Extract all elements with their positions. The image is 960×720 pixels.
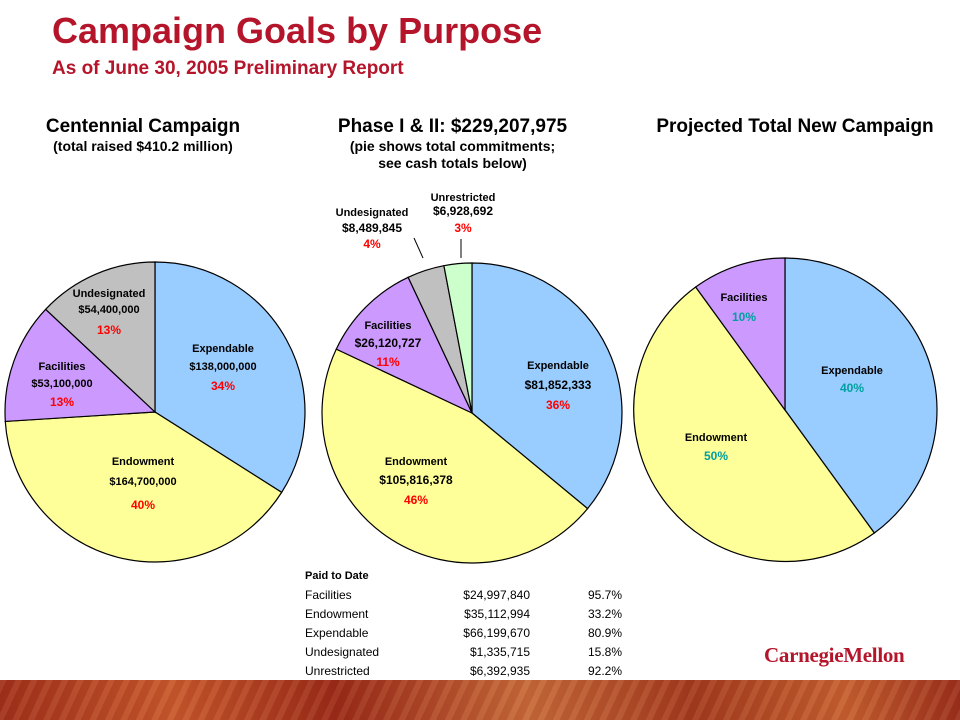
carnegie-mellon-logo: CarnegieMellon xyxy=(764,643,905,667)
pie-label-undesignated-pct: 13% xyxy=(97,323,121,337)
table-row: Unrestricted $6,392,935 92.2% xyxy=(305,661,622,680)
pie-label-facilities-name: Facilities xyxy=(38,361,85,373)
paid-label: Facilities xyxy=(305,587,352,602)
pie-label-undesignated-value: $54,400,000 xyxy=(78,304,139,316)
leader-line xyxy=(413,237,424,259)
table-row: Facilities $24,997,840 95.7% xyxy=(305,585,622,604)
pie-label-expendable-name: Expendable xyxy=(527,360,589,372)
pie-label-facilities-pct: 13% xyxy=(50,395,74,409)
chart-2-heading: Phase I & II: $229,207,975 (pie shows to… xyxy=(300,116,605,172)
pie-slice-unrestricted xyxy=(443,262,473,414)
pie-label-expendable-value: $138,000,000 xyxy=(189,361,256,373)
chart-3-title: Projected Total New Campaign xyxy=(656,116,934,137)
chart-3-heading: Projected Total New Campaign xyxy=(640,116,950,138)
pie-label-undesignated-name: Undesignated xyxy=(336,207,409,219)
pie-label-unrestricted-pct: 3% xyxy=(454,221,472,235)
pie-charts: Expendable $138,000,000 34% Endowment $164,7… xyxy=(4,192,938,564)
paid-amount: $35,112,994 xyxy=(464,606,530,621)
pie-label-facilities-pct: 10% xyxy=(732,310,756,324)
paid-pct: 15.8% xyxy=(587,644,622,659)
table-row: Endowment $35,112,994 33.2% xyxy=(305,604,622,623)
chart-1-subtitle: (total raised $410.2 million) xyxy=(53,138,233,154)
pie-label-facilities-name: Facilities xyxy=(364,320,411,332)
pie-slice-undesignated xyxy=(44,261,156,414)
paid-pct: 92.2% xyxy=(587,663,622,678)
paid-label: Unrestricted xyxy=(305,663,370,678)
paid-amount: $1,335,715 xyxy=(469,644,530,659)
table-row: Undesignated $1,335,715 15.8% xyxy=(305,642,622,661)
chart-2-subtitle-2: see cash totals below) xyxy=(378,155,527,171)
chart-2-subtitle-1: (pie shows total commitments; xyxy=(349,138,556,154)
paid-pct: 33.2% xyxy=(587,606,622,621)
pie-label-expendable-pct: 40% xyxy=(840,381,864,395)
pie-label-unrestricted-name: Unrestricted xyxy=(431,192,496,204)
pie-label-expendable-name: Expendable xyxy=(821,365,883,377)
pie-slice-facilities xyxy=(335,276,474,415)
pie-label-facilities-value: $26,120,727 xyxy=(355,336,422,350)
pie-label-undesignated-name: Undesignated xyxy=(73,288,146,300)
table-row: Expendable $66,199,670 80.9% xyxy=(305,623,622,642)
page-subtitle: As of June 30, 2005 Preliminary Report xyxy=(52,58,404,79)
pie-label-endowment-name: Endowment xyxy=(385,456,448,468)
pie-label-expendable-name: Expendable xyxy=(192,343,254,355)
pie-label-expendable-pct: 34% xyxy=(211,379,235,393)
chart-1-heading: Centennial Campaign (total raised $410.2… xyxy=(18,116,268,155)
paid-label: Expendable xyxy=(305,625,369,640)
paid-to-date-heading: Paid to Date xyxy=(305,570,369,582)
pie-slice-expendable xyxy=(784,257,938,534)
pie-label-endowment-value: $164,700,000 xyxy=(109,476,176,488)
chart-1-title: Centennial Campaign xyxy=(45,116,241,137)
pie-label-expendable-pct: 36% xyxy=(546,398,570,412)
pie-chart-2: Expendable $81,852,333 36% Endowment $105,81… xyxy=(321,192,623,564)
pie-label-endowment-name: Endowment xyxy=(112,456,175,468)
pie-slice-endowment xyxy=(321,348,589,564)
pie-label-endowment-pct: 50% xyxy=(704,449,728,463)
paid-amount: $24,997,840 xyxy=(463,587,530,602)
pie-label-facilities-value: $53,100,000 xyxy=(31,378,92,390)
pie-label-facilities-name: Facilities xyxy=(720,292,767,304)
pie-label-undesignated-value: $8,489,845 xyxy=(342,221,402,235)
pie-label-endowment-value: $105,816,378 xyxy=(379,473,453,487)
pie-label-endowment-name: Endowment xyxy=(685,432,748,444)
pie-slice-facilities xyxy=(694,257,786,412)
paid-pct: 80.9% xyxy=(587,625,622,640)
pie-chart-1: Expendable $138,000,000 34% Endowment $164,7… xyxy=(4,261,306,563)
paid-label: Undesignated xyxy=(305,644,380,659)
paid-amount: $6,392,935 xyxy=(469,663,530,678)
pie-slice-endowment xyxy=(633,286,876,563)
paid-label: Endowment xyxy=(305,606,369,621)
pie-label-endowment-pct: 46% xyxy=(404,493,428,507)
pie-label-expendable-value: $81,852,333 xyxy=(525,378,592,392)
page-title: Campaign Goals by Purpose xyxy=(52,10,543,51)
chart-2-title: Phase I & II: $229,207,975 xyxy=(337,116,568,137)
pie-slice-expendable xyxy=(471,262,623,510)
pie-slice-facilities xyxy=(4,308,157,423)
pie-slice-expendable xyxy=(154,261,306,494)
pie-label-facilities-pct: 11% xyxy=(376,355,400,369)
paid-amount: $66,199,670 xyxy=(463,625,530,640)
pie-label-unrestricted-value: $6,928,692 xyxy=(433,204,493,218)
pie-slice-endowment xyxy=(4,411,283,563)
pie-label-endowment-pct: 40% xyxy=(131,498,155,512)
footer-banner xyxy=(0,680,960,720)
pie-chart-3: Expendable 40% Endowment 50% Facilities 10% xyxy=(633,257,938,563)
pie-label-undesignated-pct: 4% xyxy=(363,237,381,251)
paid-to-date-table: Paid to Date Facilities $24,997,840 95.7% … xyxy=(305,567,622,680)
paid-pct: 95.7% xyxy=(587,587,622,602)
